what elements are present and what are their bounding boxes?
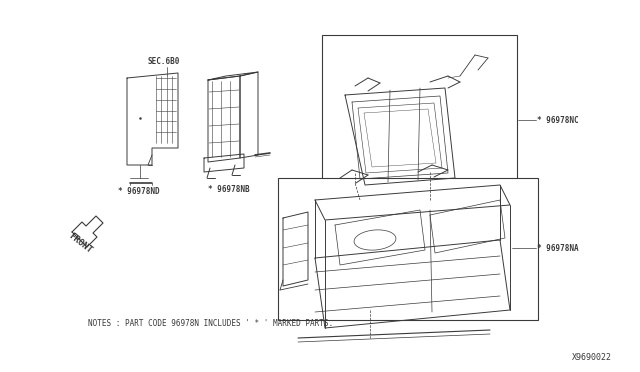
Text: SEC.6B0: SEC.6B0	[148, 57, 180, 66]
Text: NOTES : PART CODE 96978N INCLUDES ' * ' MARKED PARTS.: NOTES : PART CODE 96978N INCLUDES ' * ' …	[88, 319, 333, 328]
Text: X9690022: X9690022	[572, 353, 612, 362]
Bar	[278, 178, 538, 320]
Text: * 96978ND: * 96978ND	[118, 187, 159, 196]
Text: * 96978NB: * 96978NB	[208, 185, 250, 194]
Text: FRONT: FRONT	[67, 231, 93, 255]
Text: * 96978NA: * 96978NA	[537, 244, 579, 253]
Ellipse shape	[354, 230, 396, 250]
Bar	[322, 35, 517, 193]
Text: * 96978NC: * 96978NC	[537, 116, 579, 125]
